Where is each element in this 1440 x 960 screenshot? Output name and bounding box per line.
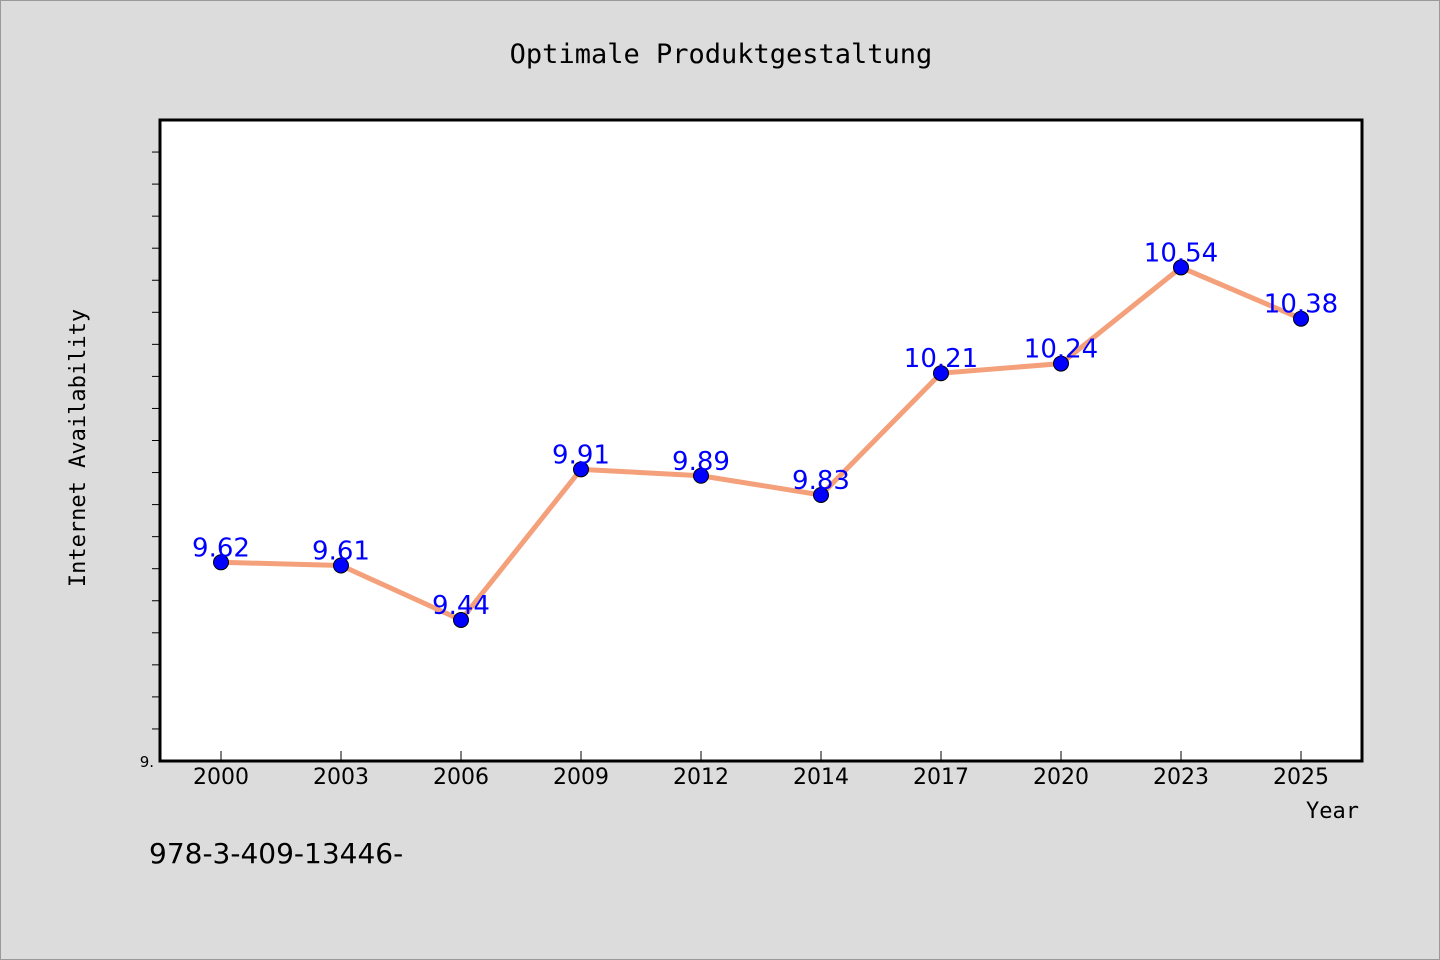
data-label: 9.91 (552, 440, 610, 470)
data-label: 10.38 (1264, 290, 1338, 320)
data-point (1053, 355, 1069, 372)
x-tick-label: 2025 (1273, 765, 1329, 790)
data-label: 9.89 (672, 447, 730, 477)
x-axis-label: Year (1306, 799, 1359, 824)
data-point (693, 467, 709, 484)
x-tick-label: 2017 (913, 765, 969, 790)
data-label: 10.24 (1024, 335, 1098, 365)
data-point (333, 557, 349, 574)
chart-title: Optimale Produktgestaltung (510, 39, 933, 70)
data-point (813, 486, 829, 503)
x-tick-label: 2014 (793, 765, 849, 790)
data-point (1173, 259, 1189, 276)
data-label: 9.83 (792, 466, 850, 496)
data-label: 10.21 (904, 344, 978, 374)
x-tick-label: 2000 (193, 765, 249, 790)
x-tick-label: 2003 (313, 765, 369, 790)
y-tick-label: 9. (140, 753, 154, 771)
y-axis-ticks: 9. (140, 151, 160, 771)
data-point (453, 611, 469, 628)
data-label: 9.62 (192, 533, 250, 563)
data-point (1293, 310, 1309, 327)
data-label: 9.44 (432, 591, 490, 621)
series-line (218, 264, 1304, 623)
plot-area (158, 118, 1364, 763)
x-axis-ticks: 2000 2003 2006 2009 2012 2014 2017 2020 2023 2025 (193, 751, 1329, 790)
x-tick-label: 2006 (433, 765, 489, 790)
x-tick-label: 2020 (1033, 765, 1089, 790)
data-label: 10.54 (1144, 238, 1218, 268)
data-point (213, 554, 229, 571)
data-label: 9.61 (312, 536, 370, 566)
x-tick-label: 2009 (553, 765, 609, 790)
y-axis-label: Internet Availability (66, 309, 91, 587)
data-point (933, 365, 949, 382)
data-point (573, 461, 589, 478)
x-tick-label: 2012 (673, 765, 729, 790)
footer-text: 978-3-409-13446- (149, 837, 403, 870)
x-tick-label: 2023 (1153, 765, 1209, 790)
series-layer: 9.62 9.61 9.44 9.91 9.89 9.83 10.21 10.24 10.54 1… (192, 238, 1338, 628)
